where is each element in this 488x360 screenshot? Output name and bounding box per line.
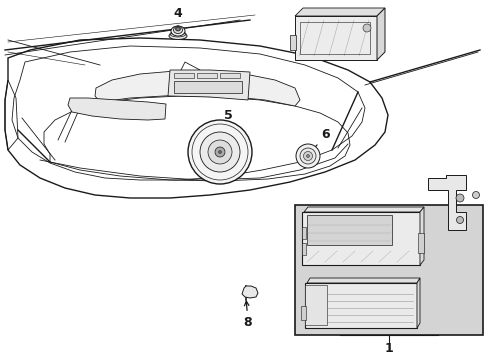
Text: 6: 6 <box>310 129 329 152</box>
Bar <box>220 73 240 78</box>
Circle shape <box>455 194 463 202</box>
Text: 4: 4 <box>173 7 182 33</box>
Ellipse shape <box>171 26 184 36</box>
FancyBboxPatch shape <box>174 81 242 93</box>
Bar <box>306 215 391 245</box>
Ellipse shape <box>175 27 180 31</box>
Bar <box>289 35 295 50</box>
Bar <box>305 285 326 325</box>
Bar <box>174 73 194 78</box>
Ellipse shape <box>173 27 182 33</box>
Polygon shape <box>294 8 384 16</box>
Circle shape <box>295 144 319 168</box>
Circle shape <box>471 192 479 198</box>
Ellipse shape <box>169 32 186 40</box>
Polygon shape <box>376 8 384 60</box>
Polygon shape <box>416 278 419 328</box>
Circle shape <box>215 147 224 157</box>
Circle shape <box>362 24 370 32</box>
Circle shape <box>218 150 221 153</box>
Circle shape <box>176 27 179 31</box>
Text: 8: 8 <box>243 301 252 329</box>
Circle shape <box>200 132 240 172</box>
Bar <box>301 306 305 320</box>
Text: 7: 7 <box>352 12 376 32</box>
Circle shape <box>187 120 251 184</box>
Text: 1: 1 <box>384 342 392 355</box>
Circle shape <box>303 152 312 161</box>
Text: 2: 2 <box>464 238 479 261</box>
Polygon shape <box>294 16 376 60</box>
Polygon shape <box>242 286 258 298</box>
Bar <box>197 73 217 78</box>
Text: 5: 5 <box>217 109 232 136</box>
Circle shape <box>299 148 315 164</box>
Bar <box>294 205 482 335</box>
Polygon shape <box>5 38 387 198</box>
Text: 3: 3 <box>378 313 398 327</box>
Polygon shape <box>304 207 423 212</box>
Polygon shape <box>95 71 299 106</box>
Polygon shape <box>305 283 416 328</box>
Polygon shape <box>306 278 419 283</box>
Circle shape <box>456 216 463 224</box>
Polygon shape <box>419 207 423 265</box>
Bar <box>302 243 305 255</box>
Polygon shape <box>427 175 465 230</box>
Circle shape <box>306 154 309 157</box>
Bar <box>299 22 369 54</box>
Circle shape <box>207 140 231 164</box>
Polygon shape <box>302 212 419 265</box>
Polygon shape <box>68 98 165 120</box>
Bar <box>302 227 305 239</box>
Polygon shape <box>168 70 249 100</box>
Bar <box>417 233 423 253</box>
